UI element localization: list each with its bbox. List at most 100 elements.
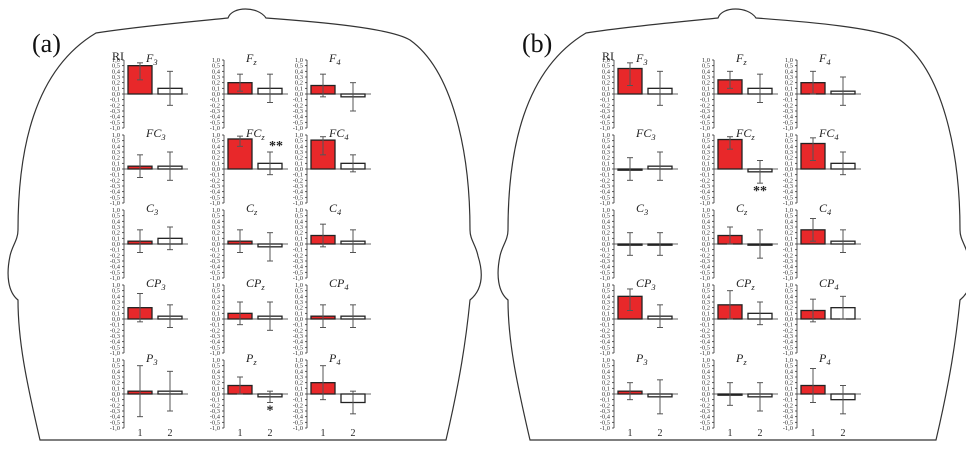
y-tick-label: -0,2	[700, 102, 710, 109]
y-tick-label: 0,2	[702, 380, 710, 387]
y-tick-label: 0,4	[602, 143, 611, 150]
y-axis-label: RI	[112, 49, 124, 63]
y-tick-label: -0,2	[293, 402, 303, 409]
y-tick-label: -0,2	[700, 177, 710, 184]
y-tick-label: 0,5	[602, 63, 610, 70]
y-tick-label: 0,0	[785, 316, 793, 323]
head-outline-1	[7, 8, 482, 441]
subplot-cp3: CP3 1,00,50,40,30,20,10,0-0,1-0,2-0,3-0,4…	[110, 276, 188, 357]
y-tick-label: -0,5	[210, 344, 220, 351]
y-tick-label: 0,0	[602, 241, 610, 248]
y-tick-label: 1,0	[295, 132, 303, 139]
y-tick-label: 0,0	[702, 391, 710, 398]
y-tick-label: -0,4	[210, 189, 221, 196]
y-tick-label: 1,0	[212, 132, 220, 139]
electrode-label: P4	[328, 351, 341, 367]
y-tick-label: -0,3	[600, 108, 610, 115]
y-tick-label: 0,0	[702, 91, 710, 98]
y-tick-label: -0,3	[293, 408, 303, 415]
y-tick-label: -0,1	[783, 172, 793, 179]
y-tick-label: -0,1	[110, 172, 120, 179]
y-tick-label: -0,4	[783, 264, 794, 271]
subplot-f3: F31,00,50,40,30,20,10,0-0,1-0,2-0,3-0,4-…	[110, 51, 188, 132]
y-tick-label: -1,0	[293, 275, 303, 282]
y-tick-label: -0,2	[110, 402, 120, 409]
y-tick-label: 0,5	[602, 138, 610, 145]
x-tick-label: 1	[628, 428, 633, 439]
y-tick-label: 0,1	[212, 310, 220, 317]
y-tick-label: 0,0	[602, 391, 610, 398]
y-tick-label: 0,4	[702, 293, 711, 300]
y-tick-label: 0,3	[785, 374, 793, 381]
y-tick-label: 0,4	[212, 293, 221, 300]
subplot-p4: P41,00,50,40,30,20,10,0-0,1-0,2-0,3-0,4-…	[783, 351, 861, 439]
y-tick-label: 0,4	[112, 293, 121, 300]
y-tick-label: -0,2	[293, 102, 303, 109]
subplot-fcz: FCz 1,00,50,40,30,20,10,0-0,1-0,2-0,3-0,4…	[210, 126, 288, 207]
electrode-label: Cz	[736, 201, 748, 217]
y-tick-label: 0,3	[602, 149, 610, 156]
y-tick-label: 0,3	[295, 74, 303, 81]
y-tick-label: 0,2	[295, 230, 303, 237]
y-tick-label: 0,4	[112, 368, 121, 375]
y-tick-label: -0,5	[210, 269, 220, 276]
subplot-p3: P31,00,50,40,30,20,10,0-0,1-0,2-0,3-0,4-…	[600, 351, 678, 439]
y-tick-label: -1,0	[700, 275, 710, 282]
y-tick-label: 0,5	[212, 363, 220, 370]
y-tick-label: 1,0	[295, 282, 303, 289]
electrode-label: FC3	[635, 126, 656, 142]
y-tick-label: 0,3	[212, 149, 220, 156]
y-tick-label: 1,0	[112, 132, 120, 139]
y-tick-label: 0,1	[112, 160, 120, 167]
subplot-pz: Pz1,00,50,40,30,20,10,0-0,1-0,2-0,3-0,4-…	[210, 351, 288, 439]
y-tick-label: 0,0	[112, 391, 120, 398]
y-tick-label: 0,3	[702, 224, 710, 231]
y-tick-label: 0,5	[702, 288, 710, 295]
y-tick-label: -0,4	[110, 264, 121, 271]
y-tick-label: 0,3	[112, 74, 120, 81]
y-tick-label: -0,3	[700, 408, 710, 415]
y-tick-label: -0,3	[600, 408, 610, 415]
y-tick-label: -1,0	[210, 125, 220, 132]
subplot-p3: P31,00,50,40,30,20,10,0-0,1-0,2-0,3-0,4-…	[110, 351, 188, 439]
y-tick-label: -0,2	[293, 177, 303, 184]
y-tick-label: -1,0	[700, 200, 710, 207]
y-tick-label: -1,0	[110, 350, 120, 357]
y-tick-label: -0,3	[293, 258, 303, 265]
y-tick-label: 0,3	[212, 74, 220, 81]
y-tick-label: 0,3	[602, 299, 610, 306]
electrode-label: F3	[145, 51, 158, 67]
y-tick-label: 1,0	[602, 57, 610, 64]
y-tick-label: -0,5	[600, 344, 610, 351]
y-tick-label: 0,2	[785, 230, 793, 237]
y-tick-label: 0,0	[785, 241, 793, 248]
y-tick-label: 0,2	[602, 380, 610, 387]
y-tick-label: -0,1	[110, 97, 120, 104]
subplot-pz: Pz1,00,50,40,30,20,10,0-0,1-0,2-0,3-0,4-…	[700, 351, 778, 439]
y-tick-label: 1,0	[112, 282, 120, 289]
electrode-label: Fz	[245, 51, 257, 67]
y-tick-label: 0,1	[602, 85, 610, 92]
y-tick-label: -1,0	[210, 275, 220, 282]
electrode-label: FCz	[735, 126, 755, 142]
y-tick-label: -1,0	[293, 425, 303, 432]
y-tick-label: 0,2	[295, 155, 303, 162]
y-tick-label: 0,5	[702, 363, 710, 370]
y-tick-label: 0,2	[602, 230, 610, 237]
electrode-label: P4	[818, 351, 831, 367]
y-tick-label: -0,4	[783, 189, 794, 196]
y-tick-label: -0,5	[110, 344, 120, 351]
y-tick-label: -1,0	[783, 350, 793, 357]
y-tick-label: 0,0	[112, 316, 120, 323]
y-tick-label: -0,3	[783, 333, 793, 340]
y-tick-label: -0,2	[210, 177, 220, 184]
y-tick-label: -0,3	[293, 333, 303, 340]
y-tick-label: -0,1	[783, 397, 793, 404]
y-tick-label: 1,0	[702, 357, 710, 364]
y-tick-label: 0,1	[295, 385, 303, 392]
y-tick-label: -0,3	[783, 408, 793, 415]
y-tick-label: -0,5	[600, 269, 610, 276]
y-tick-label: -0,2	[210, 252, 220, 259]
y-tick-label: 0,1	[295, 160, 303, 167]
